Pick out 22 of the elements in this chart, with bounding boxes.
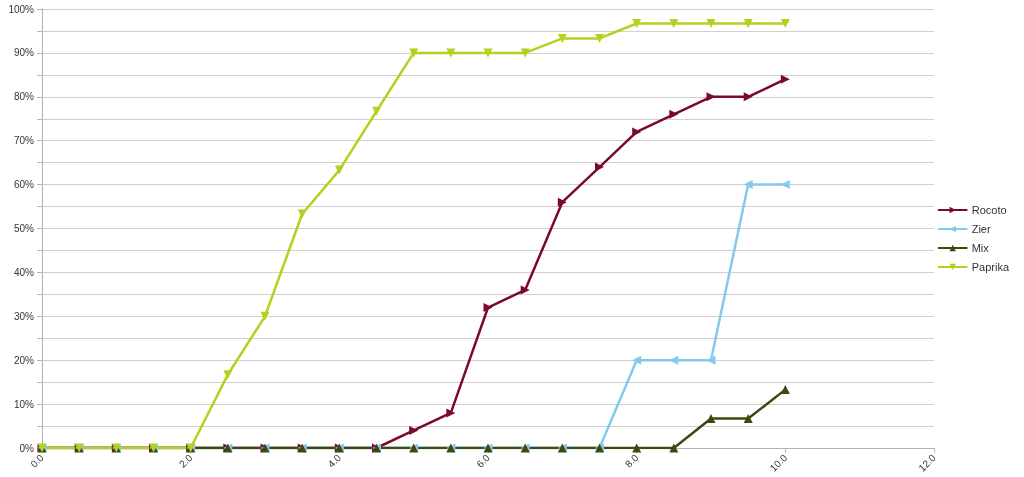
y-tick-label: 0% <box>19 442 35 454</box>
x-tick-label: 12.0 <box>916 451 939 474</box>
x-tick-label: 4.0 <box>325 451 344 470</box>
x-tick-label: 10.0 <box>767 451 790 474</box>
legend-label: Zier <box>971 223 991 235</box>
legend-label: Rocoto <box>971 204 1007 216</box>
y-tick-label: 10% <box>13 398 35 410</box>
y-tick-label: 60% <box>13 179 35 191</box>
x-tick-label: 8.0 <box>622 451 641 470</box>
y-tick-label: 20% <box>13 354 35 366</box>
x-tick-label: 0.0 <box>28 451 47 470</box>
legend-label: Paprika <box>971 261 1010 273</box>
y-tick-label: 50% <box>13 223 35 234</box>
y-tick-label: 70% <box>13 135 35 147</box>
legend-label: Mix <box>971 242 990 254</box>
y-tick-label: 90% <box>13 47 35 59</box>
y-tick-label: 30% <box>13 310 35 322</box>
y-tick-label: 100% <box>8 3 35 15</box>
y-tick-label: 80% <box>13 91 35 103</box>
y-tick-label: 40% <box>13 266 35 278</box>
x-tick-label: 6.0 <box>474 451 493 470</box>
x-tick-label: 2.0 <box>176 451 195 470</box>
